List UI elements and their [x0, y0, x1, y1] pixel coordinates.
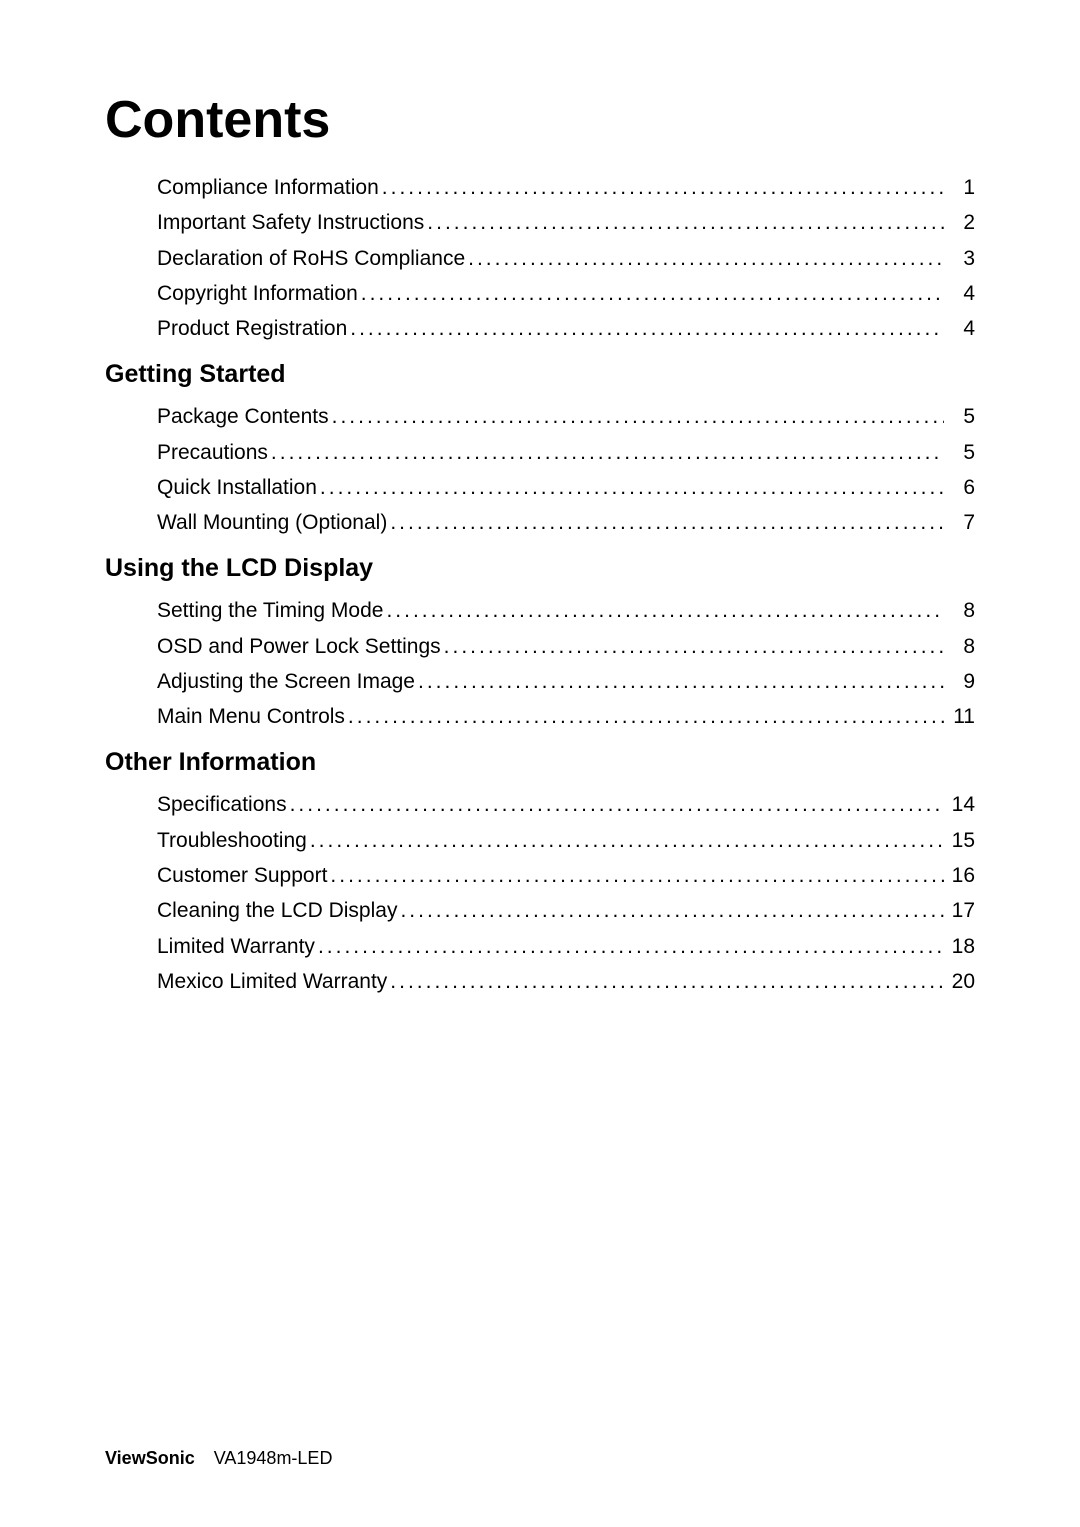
- toc-page: 3: [947, 241, 975, 276]
- toc-section-0: Compliance Information 1 Important Safet…: [157, 170, 975, 346]
- toc-dots: [332, 399, 944, 434]
- toc-page: 16: [947, 858, 975, 893]
- toc-dots: [290, 787, 944, 822]
- toc-label: Precautions: [157, 435, 268, 470]
- toc-section-2: Setting the Timing Mode 8 OSD and Power …: [157, 593, 975, 734]
- toc-page: 5: [947, 399, 975, 434]
- toc-dots: [330, 858, 944, 893]
- toc-page: 1: [947, 170, 975, 205]
- toc-label: Wall Mounting (Optional): [157, 505, 387, 540]
- toc-page: 14: [947, 787, 975, 822]
- toc-entry: Troubleshooting 15: [157, 823, 975, 858]
- toc-entry: Copyright Information 4: [157, 276, 975, 311]
- toc-label: Customer Support: [157, 858, 327, 893]
- toc-entry: OSD and Power Lock Settings 8: [157, 629, 975, 664]
- toc-entry: Quick Installation 6: [157, 470, 975, 505]
- toc-dots: [271, 435, 944, 470]
- toc-entry: Wall Mounting (Optional) 7: [157, 505, 975, 540]
- footer-model: VA1948m-LED: [214, 1448, 333, 1468]
- toc-section-3: Specifications 14 Troubleshooting 15 Cus…: [157, 787, 975, 999]
- toc-dots: [310, 823, 944, 858]
- toc-dots: [390, 964, 944, 999]
- toc-page: 15: [947, 823, 975, 858]
- toc-page: 8: [947, 629, 975, 664]
- toc-page: 2: [947, 205, 975, 240]
- toc-dots: [350, 311, 944, 346]
- footer: ViewSonic VA1948m-LED: [105, 1448, 332, 1469]
- toc-page: 11: [947, 699, 975, 734]
- footer-brand: ViewSonic: [105, 1448, 195, 1468]
- toc-label: Compliance Information: [157, 170, 379, 205]
- toc-page: 9: [947, 664, 975, 699]
- toc-entry: Main Menu Controls 11: [157, 699, 975, 734]
- toc-entry: Compliance Information 1: [157, 170, 975, 205]
- toc-entry: Customer Support 16: [157, 858, 975, 893]
- toc-section-1: Package Contents 5 Precautions 5 Quick I…: [157, 399, 975, 540]
- toc-page: 6: [947, 470, 975, 505]
- section-heading-getting-started: Getting Started: [105, 360, 975, 389]
- toc-label: Cleaning the LCD Display: [157, 893, 397, 928]
- toc-page: 4: [947, 311, 975, 346]
- toc-entry: Mexico Limited Warranty 20: [157, 964, 975, 999]
- toc-page: 5: [947, 435, 975, 470]
- toc-page: 17: [947, 893, 975, 928]
- toc-label: Specifications: [157, 787, 287, 822]
- toc-dots: [361, 276, 944, 311]
- toc-label: OSD and Power Lock Settings: [157, 629, 441, 664]
- section-heading-using-lcd: Using the LCD Display: [105, 554, 975, 583]
- toc-entry: Product Registration 4: [157, 311, 975, 346]
- toc-dots: [390, 505, 944, 540]
- toc-entry: Setting the Timing Mode 8: [157, 593, 975, 628]
- toc-label: Adjusting the Screen Image: [157, 664, 415, 699]
- toc-entry: Limited Warranty 18: [157, 929, 975, 964]
- toc-label: Main Menu Controls: [157, 699, 345, 734]
- toc-dots: [318, 929, 944, 964]
- toc-label: Declaration of RoHS Compliance: [157, 241, 465, 276]
- toc-page: 7: [947, 505, 975, 540]
- toc-page: 8: [947, 593, 975, 628]
- toc-dots: [320, 470, 944, 505]
- toc-dots: [348, 699, 944, 734]
- toc-label: Mexico Limited Warranty: [157, 964, 387, 999]
- toc-entry: Declaration of RoHS Compliance 3: [157, 241, 975, 276]
- page-title: Contents: [105, 90, 975, 150]
- toc-dots: [418, 664, 944, 699]
- toc-label: Product Registration: [157, 311, 347, 346]
- toc-dots: [427, 205, 944, 240]
- toc-label: Package Contents: [157, 399, 329, 434]
- toc-dots: [386, 593, 944, 628]
- toc-label: Setting the Timing Mode: [157, 593, 383, 628]
- toc-entry: Precautions 5: [157, 435, 975, 470]
- toc-page: 18: [947, 929, 975, 964]
- toc-page: 20: [947, 964, 975, 999]
- toc-dots: [400, 893, 944, 928]
- toc-label: Copyright Information: [157, 276, 358, 311]
- toc-entry: Adjusting the Screen Image 9: [157, 664, 975, 699]
- toc-entry: Package Contents 5: [157, 399, 975, 434]
- toc-entry: Important Safety Instructions 2: [157, 205, 975, 240]
- toc-entry: Cleaning the LCD Display 17: [157, 893, 975, 928]
- toc-label: Troubleshooting: [157, 823, 307, 858]
- toc-page: 4: [947, 276, 975, 311]
- toc-dots: [382, 170, 944, 205]
- toc-label: Limited Warranty: [157, 929, 315, 964]
- toc-dots: [468, 241, 944, 276]
- toc-entry: Specifications 14: [157, 787, 975, 822]
- toc-label: Quick Installation: [157, 470, 317, 505]
- toc-dots: [444, 629, 944, 664]
- section-heading-other-info: Other Information: [105, 748, 975, 777]
- toc-label: Important Safety Instructions: [157, 205, 424, 240]
